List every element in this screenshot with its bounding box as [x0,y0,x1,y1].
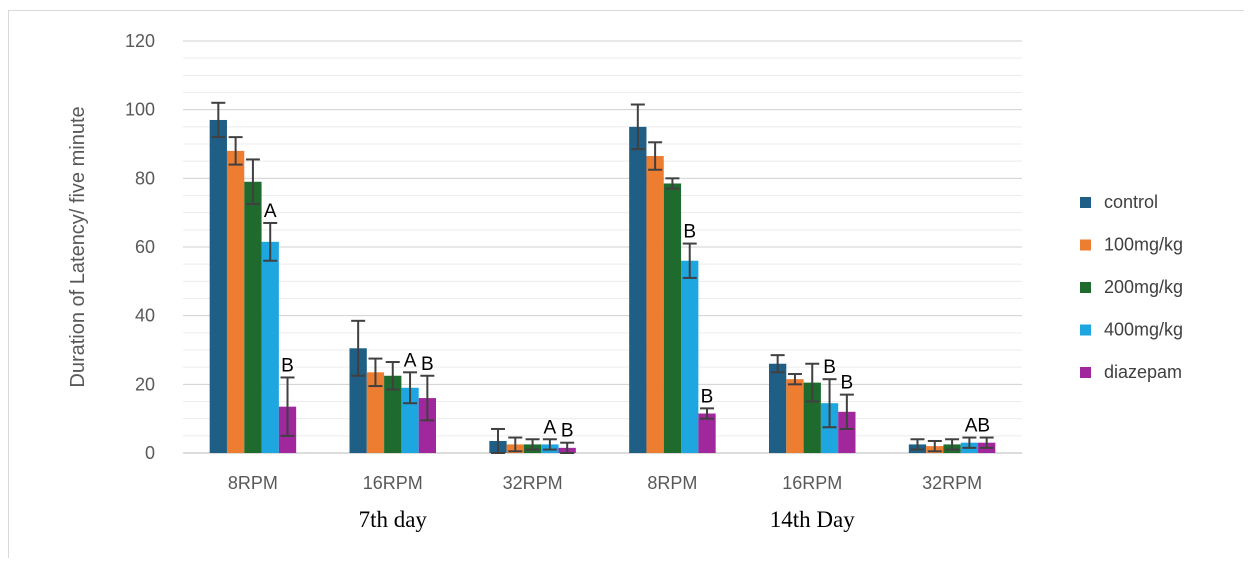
x-category-label: 8RPM [647,473,697,493]
gridlines [183,40,1022,454]
bar [209,119,227,453]
bars [209,119,996,453]
bar [629,126,647,453]
y-tick-label: 120 [125,31,155,51]
annotation-label: B [841,373,854,394]
legend-label: diazepam [1104,362,1182,382]
legend: control 100mg/kg 200mg/kg 400mg/kg diazepam [1080,192,1183,382]
annotation-label: A [264,201,277,222]
y-axis-label: Duration of Latency/ five minute [67,106,89,387]
legend-swatch [1080,282,1091,293]
annotation-label: B [281,355,294,376]
bar [663,183,682,453]
x-category-label: 16RPM [363,473,423,493]
x-axis-groups: 7th day 14th Day [359,507,856,532]
annotation-label: A [544,417,557,438]
bar [244,181,262,453]
bar [384,375,402,453]
annotation-label: B [561,421,574,442]
annotation-label: B [823,357,836,378]
error-bars [211,101,994,454]
annotation-label: B [701,386,714,407]
x-group-label: 14th Day [770,507,855,532]
x-category-label: 32RPM [922,473,982,493]
chart-frame [8,10,1244,558]
legend-swatch [1080,367,1091,378]
legend-swatch [1080,239,1091,251]
bar [226,150,245,453]
bar [349,348,367,453]
x-group-label: 7th day [359,507,428,532]
bar [261,241,279,453]
y-axis-ticks: 0 20 40 60 80 100 120 [125,31,155,463]
x-category-label: 32RPM [503,473,563,493]
bar [698,413,716,453]
legend-label: control [1104,192,1158,212]
bar [646,156,664,453]
bar [803,382,821,453]
y-tick-label: 60 [135,237,155,257]
legend-swatch [1080,324,1091,336]
y-tick-label: 20 [135,374,155,394]
y-tick-label: 80 [135,168,155,188]
x-category-label: 8RPM [228,473,278,493]
bar [786,379,804,453]
x-category-label: 16RPM [782,473,842,493]
y-tick-label: 40 [135,306,155,326]
legend-label: 200mg/kg [1104,277,1183,297]
bar [681,260,699,453]
y-tick-label: 100 [125,100,155,120]
bar [366,372,385,453]
legend-swatch [1080,197,1091,208]
legend-label: 400mg/kg [1104,320,1183,340]
bar [838,411,856,453]
y-tick-label: 0 [145,443,155,463]
annotation-label: A [404,350,417,371]
annotation-label: B [683,222,696,243]
bar [769,363,787,453]
annotation-label: B [421,354,434,375]
legend-label: 100mg/kg [1104,235,1183,255]
annotation-label: AB [965,416,990,437]
x-axis-categories: 8RPM 16RPM 32RPM 8RPM 16RPM 32RPM [228,473,982,493]
bar [418,398,436,453]
